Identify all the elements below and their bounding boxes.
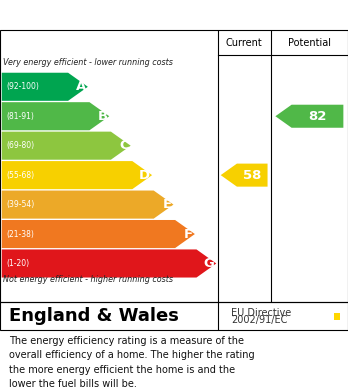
Text: F: F bbox=[184, 228, 193, 240]
Text: Energy Efficiency Rating: Energy Efficiency Rating bbox=[9, 7, 210, 23]
Text: Very energy efficient - lower running costs: Very energy efficient - lower running co… bbox=[3, 58, 173, 67]
Text: C: C bbox=[119, 139, 129, 152]
Polygon shape bbox=[2, 190, 173, 219]
Polygon shape bbox=[2, 220, 195, 248]
Polygon shape bbox=[2, 161, 152, 189]
Text: (55-68): (55-68) bbox=[6, 170, 34, 179]
Text: (69-80): (69-80) bbox=[6, 141, 34, 150]
Polygon shape bbox=[2, 73, 88, 101]
Text: (81-91): (81-91) bbox=[6, 112, 34, 121]
Text: A: A bbox=[76, 80, 86, 93]
Text: EU Directive: EU Directive bbox=[231, 308, 292, 317]
Text: England & Wales: England & Wales bbox=[9, 307, 179, 325]
Text: B: B bbox=[97, 110, 108, 123]
Text: 2002/91/EC: 2002/91/EC bbox=[231, 315, 288, 325]
Text: Potential: Potential bbox=[288, 38, 331, 48]
Text: 82: 82 bbox=[308, 110, 327, 123]
Text: (1-20): (1-20) bbox=[6, 259, 29, 268]
Polygon shape bbox=[2, 249, 216, 278]
Text: Current: Current bbox=[226, 38, 262, 48]
Text: lower the fuel bills will be.: lower the fuel bills will be. bbox=[9, 379, 136, 389]
Polygon shape bbox=[221, 163, 268, 187]
Text: (92-100): (92-100) bbox=[6, 82, 39, 91]
Text: (21-38): (21-38) bbox=[6, 230, 34, 239]
Polygon shape bbox=[2, 102, 109, 130]
Text: Not energy efficient - higher running costs: Not energy efficient - higher running co… bbox=[3, 275, 174, 284]
Text: D: D bbox=[139, 169, 150, 182]
Text: 58: 58 bbox=[243, 169, 261, 182]
Text: The energy efficiency rating is a measure of the: The energy efficiency rating is a measur… bbox=[9, 336, 244, 346]
Text: the more energy efficient the home is and the: the more energy efficient the home is an… bbox=[9, 365, 235, 375]
Text: (39-54): (39-54) bbox=[6, 200, 34, 209]
Polygon shape bbox=[275, 105, 343, 128]
Text: E: E bbox=[163, 198, 172, 211]
Text: overall efficiency of a home. The higher the rating: overall efficiency of a home. The higher… bbox=[9, 350, 254, 361]
Polygon shape bbox=[2, 132, 130, 160]
Text: G: G bbox=[204, 257, 214, 270]
